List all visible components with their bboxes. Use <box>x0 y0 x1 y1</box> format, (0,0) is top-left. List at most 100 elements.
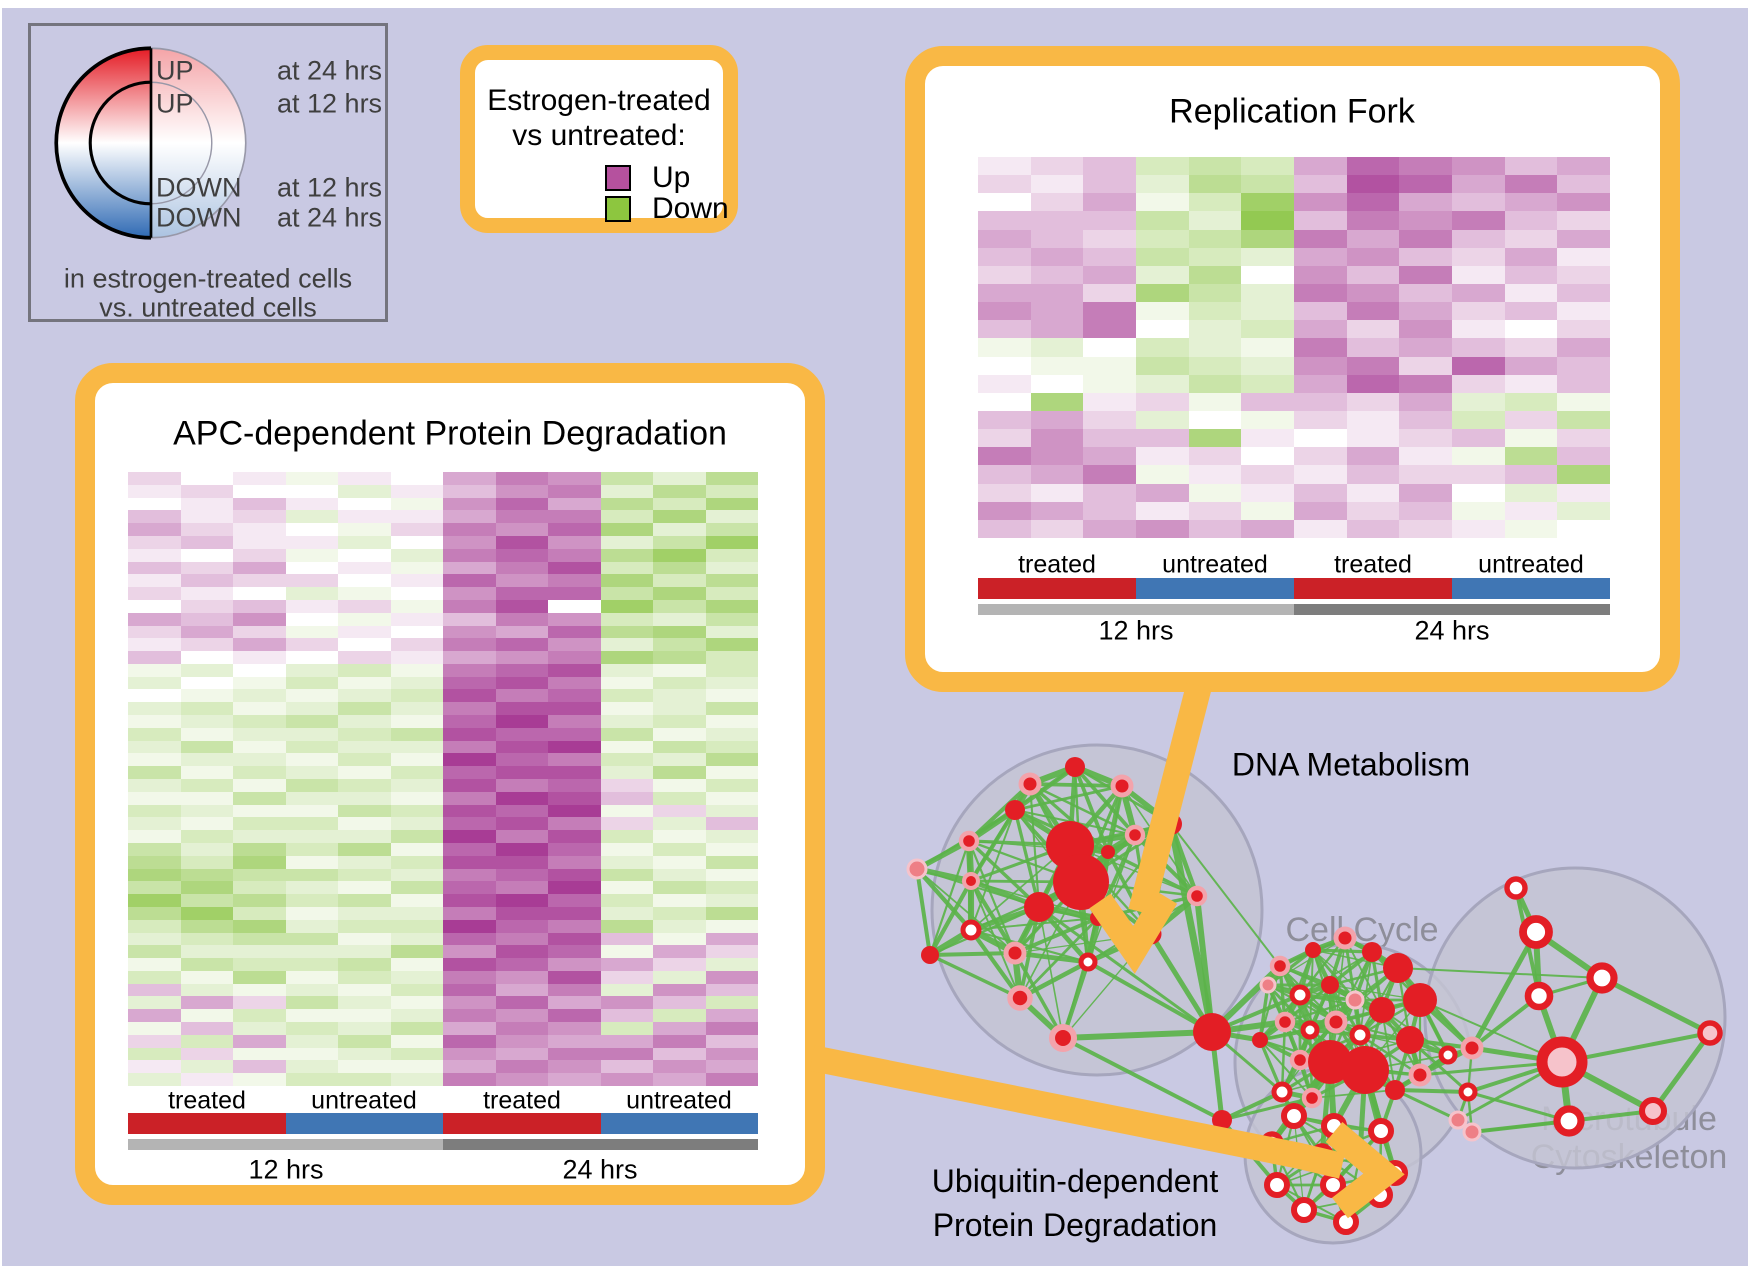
heatmap-cell <box>548 599 601 613</box>
heatmap-cell <box>285 587 338 600</box>
heatmap-cell <box>285 932 338 946</box>
heatmap-cell <box>978 356 1031 375</box>
heatmap-cell <box>653 727 706 741</box>
heatmap-cell <box>495 1022 548 1035</box>
heatmap-cell <box>653 970 706 984</box>
heatmap-cell <box>338 535 391 549</box>
heatmap-cell <box>443 855 496 869</box>
heatmap-cell <box>978 483 1031 502</box>
heatmap-cell <box>1136 247 1189 266</box>
heatmap-cell <box>128 702 181 716</box>
heatmap-cell <box>495 484 548 498</box>
rf-group-treated12: treated <box>1018 550 1096 579</box>
heatmap-cell <box>548 791 601 805</box>
heatmap-cell <box>1241 501 1294 520</box>
heatmap-cell <box>285 753 338 767</box>
heatmap-cell <box>180 817 233 831</box>
heatmap-cell <box>548 868 601 882</box>
heatmap-cell <box>653 497 706 511</box>
heatmap-cell <box>1399 392 1452 411</box>
heatmap-cell <box>443 715 496 728</box>
heatmap-cell <box>285 970 338 984</box>
heatmap-cell <box>1030 483 1084 502</box>
replication-fork-title: Replication Fork <box>1169 92 1415 131</box>
heatmap-cell <box>390 830 443 843</box>
heatmap-cell <box>653 587 706 600</box>
heatmap-cell <box>285 1047 338 1061</box>
heatmap-cell <box>285 625 338 639</box>
heatmap-cell <box>705 612 758 626</box>
heatmap-cell <box>285 484 338 498</box>
heatmap-cell <box>548 651 601 664</box>
heatmap-cell <box>548 855 601 869</box>
heatmap-cell <box>1188 483 1242 502</box>
heatmap-cell <box>978 410 1031 430</box>
heatmap-cell <box>180 766 233 779</box>
heatmap-cell <box>705 817 758 831</box>
heatmap-cell <box>600 689 653 703</box>
heatmap-cell <box>495 945 548 959</box>
heatmap-cell <box>600 1009 653 1023</box>
heatmap-cell <box>1452 283 1505 303</box>
heatmap-cell <box>495 958 548 971</box>
heatmap-cell <box>1294 175 1347 194</box>
heatmap-cell <box>390 894 443 907</box>
heatmap-cell <box>495 868 548 882</box>
heatmap-cell <box>653 791 706 805</box>
ubiquitin-degradation-label: Ubiquitin-dependent Protein Degradation <box>932 1159 1218 1247</box>
heatmap-cell <box>285 868 338 882</box>
heatmap-cell <box>338 510 391 524</box>
heatmap-cell <box>1241 175 1294 194</box>
apc-condition-bar <box>128 1113 758 1134</box>
heatmap-cell <box>1030 410 1084 430</box>
heatmap-cell <box>443 791 496 805</box>
heatmap-cell <box>653 1009 706 1023</box>
heatmap-cell <box>705 996 758 1010</box>
heatmap-cell <box>653 996 706 1010</box>
heatmap-cell <box>443 958 496 971</box>
heatmap-cell <box>1346 465 1400 484</box>
heatmap-cell <box>1083 429 1136 448</box>
legend-up24-dir: UP <box>156 55 194 86</box>
heatmap-cell <box>338 689 391 703</box>
heatmap-cell <box>1083 247 1136 266</box>
heatmap-cell <box>1346 247 1400 266</box>
heatmap-cell <box>600 1073 653 1086</box>
heatmap-cell <box>978 265 1031 284</box>
heatmap-cell <box>978 374 1031 393</box>
heatmap-cell <box>233 842 286 856</box>
updown-circle-icon <box>54 46 247 240</box>
heatmap-cell <box>1399 338 1452 357</box>
heatmap-cell <box>705 523 758 536</box>
heatmap-cell <box>233 727 286 741</box>
legend-down12-time: at 12 hrs <box>277 172 383 203</box>
apc-bar-untreated12 <box>285 1113 443 1134</box>
heatmap-cell <box>233 535 286 549</box>
heatmap-cell <box>285 1073 338 1086</box>
heatmap-cell <box>1241 410 1294 430</box>
heatmap-cell <box>390 472 443 485</box>
heatmap-cell <box>443 817 496 831</box>
heatmap-cell <box>653 472 706 485</box>
apc-group-treated24: treated <box>483 1086 561 1115</box>
rf-24hrs-label: 24 hrs <box>1414 615 1490 646</box>
heatmap-cell <box>548 753 601 767</box>
heatmap-cell <box>1557 374 1610 393</box>
heatmap-cell <box>1241 193 1294 212</box>
heatmap-cell <box>338 638 391 652</box>
heatmap-cell <box>978 519 1031 538</box>
heatmap-cell <box>1399 374 1452 393</box>
heatmap-cell <box>1452 175 1505 194</box>
heatmap-cell <box>600 484 653 498</box>
heatmap-cell <box>495 894 548 907</box>
heatmap-cell <box>338 472 391 485</box>
heatmap-cell <box>653 676 706 690</box>
heatmap-cell <box>1399 157 1452 176</box>
heatmap-cell <box>338 1009 391 1023</box>
heatmap-cell <box>338 663 391 677</box>
heatmap-cell <box>978 302 1031 321</box>
heatmap-cell <box>1188 302 1242 321</box>
heatmap-cell <box>1136 302 1189 321</box>
heatmap-cell <box>233 1009 286 1023</box>
